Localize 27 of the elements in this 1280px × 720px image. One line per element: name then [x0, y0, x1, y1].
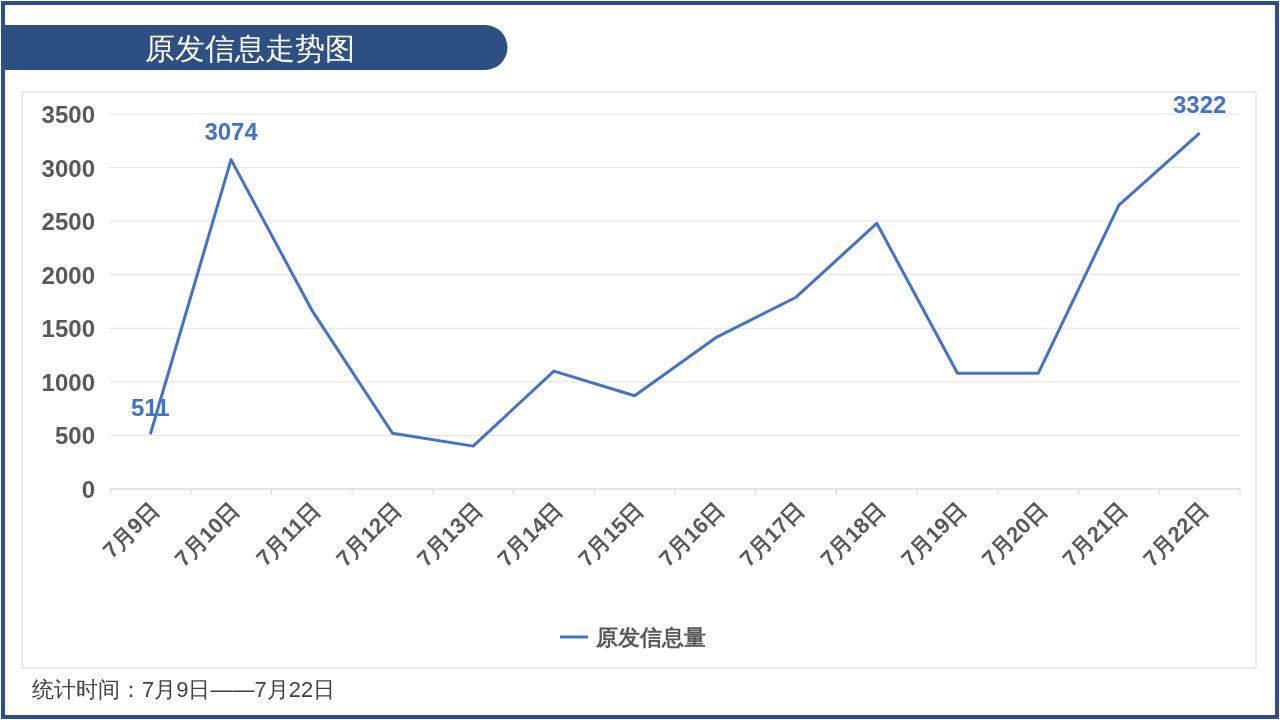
x-tick-label: 7月19日 — [896, 496, 972, 572]
x-tick-label: 7月12日 — [331, 496, 407, 572]
chart-title: 原发信息走势图 — [145, 32, 355, 65]
x-tick-label: 7月15日 — [573, 496, 649, 572]
y-tick-label: 2500 — [41, 208, 95, 236]
x-tick-label: 7月18日 — [815, 496, 891, 572]
y-tick-label: 1500 — [41, 315, 95, 343]
y-tick-label: 2000 — [41, 261, 95, 289]
x-tick-label: 7月11日 — [251, 496, 326, 571]
x-tick-label: 7月20日 — [977, 496, 1052, 572]
x-tick-label: 7月22日 — [1138, 496, 1214, 572]
y-tick-label: 3000 — [41, 154, 95, 182]
x-tick-label: 7月14日 — [492, 496, 568, 572]
x-tick-label: 7月16日 — [654, 496, 729, 572]
y-tick-label: 3500 — [41, 101, 95, 128]
y-tick-label: 500 — [54, 422, 95, 450]
x-tick-label: 7月10日 — [169, 496, 245, 572]
legend-label: 原发信息量 — [595, 625, 706, 650]
text: 统计时间：7月9日——7月22日 — [32, 677, 336, 702]
data-label: 3074 — [204, 117, 259, 145]
x-tick-label: 7月21日 — [1057, 496, 1133, 572]
x-tick-label: 7月9日 — [97, 496, 164, 563]
x-tick-label: 7月17日 — [734, 496, 810, 572]
data-label: 3322 — [1172, 91, 1227, 119]
y-tick-label: 0 — [81, 476, 95, 503]
y-tick-label: 1000 — [41, 368, 95, 396]
x-tick-label: 7月13日 — [412, 496, 487, 572]
